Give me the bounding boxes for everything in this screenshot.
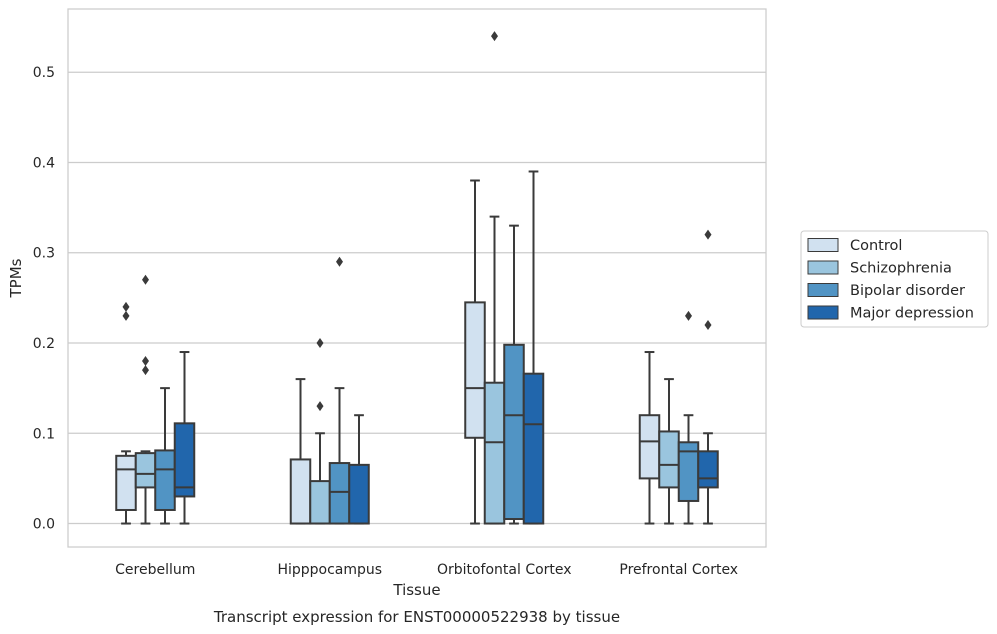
legend-swatch [807,283,839,297]
box-iqr [173,422,196,498]
legend-item: Control [807,238,902,254]
box-element [658,378,680,525]
outlier-point [142,356,149,367]
box-iqr [658,430,680,489]
chart-title: Transcript expression for ENST0000052293… [213,608,620,626]
box-element [638,351,661,525]
x-tick-label: Prefrontal Cortex [619,562,738,578]
y-tick-label: 0.0 [33,517,55,533]
y-axis-label: TPMs [7,258,25,298]
series-bipolar-disorder [154,224,700,525]
box-element [134,274,157,525]
legend-label: Major depression [850,306,974,322]
box-iqr [328,462,351,525]
outlier-point [122,310,130,321]
y-axis-ticks: 0.0 0.1 0.2 0.3 0.4 0.5 [33,65,55,532]
box-iqr [309,480,331,525]
y-tick-label: 0.4 [33,155,55,171]
box-iqr [348,463,370,525]
legend: Control Schizophrenia Bipolar disorder Majo… [800,230,989,328]
legend-label: Schizophrenia [850,261,952,277]
legend-label: Control [850,238,902,254]
outlier-point [685,310,692,321]
box-element [697,229,719,525]
box-iqr [638,414,661,480]
box-iqr [522,372,545,525]
y-tick-label: 0.3 [33,246,55,262]
legend-swatch [807,260,839,275]
outlier-point [142,274,149,285]
outlier-point [316,401,324,412]
x-tick-label: Orbitofontal Cortex [437,562,572,578]
legend-frame [800,230,989,328]
box-element [115,301,137,525]
box-iqr [154,449,176,511]
y-tick-label: 0.5 [33,65,55,81]
outlier-point [704,319,712,330]
y-tick-label: 0.2 [33,336,55,352]
x-axis-ticks: Cerebellum Hipppocampus Orbitofontal Corte… [115,562,738,578]
outlier-point [122,301,130,312]
box-element [173,351,196,525]
outlier-point [316,337,324,348]
outlier-point [142,365,149,376]
box-iqr [289,458,312,525]
series-control [115,179,661,525]
plot-frame [67,8,767,548]
box-element [154,387,176,525]
box-element [328,256,351,525]
box-iqr [697,450,719,489]
box-element [522,170,545,525]
legend-item: Schizophrenia [807,260,952,277]
outlier-point [491,31,498,42]
y-tick-label: 0.1 [33,426,55,442]
x-tick-label: Cerebellum [115,562,195,578]
box-element [289,378,312,525]
x-axis-label: Tissue [392,581,440,599]
box-iqr [503,343,525,521]
legend-swatch [807,238,839,252]
legend-label: Bipolar disorder [850,283,965,299]
box-element [503,224,525,525]
box-element [483,31,506,525]
box-element [348,414,370,525]
legend-item: Major depression [807,305,974,322]
legend-swatch [807,305,839,320]
box-series [115,31,719,525]
box-element [309,337,331,525]
series-schizophrenia [134,31,680,525]
outlier-point [704,229,712,240]
box-iqr [464,301,486,439]
outlier-point [336,256,343,267]
box-element [464,179,486,525]
box-iqr [134,452,157,489]
box-iqr [115,454,137,511]
box-iqr [483,381,506,525]
x-tick-label: Hipppocampus [277,562,382,578]
series-major-depression [173,170,719,525]
legend-item: Bipolar disorder [807,283,965,299]
